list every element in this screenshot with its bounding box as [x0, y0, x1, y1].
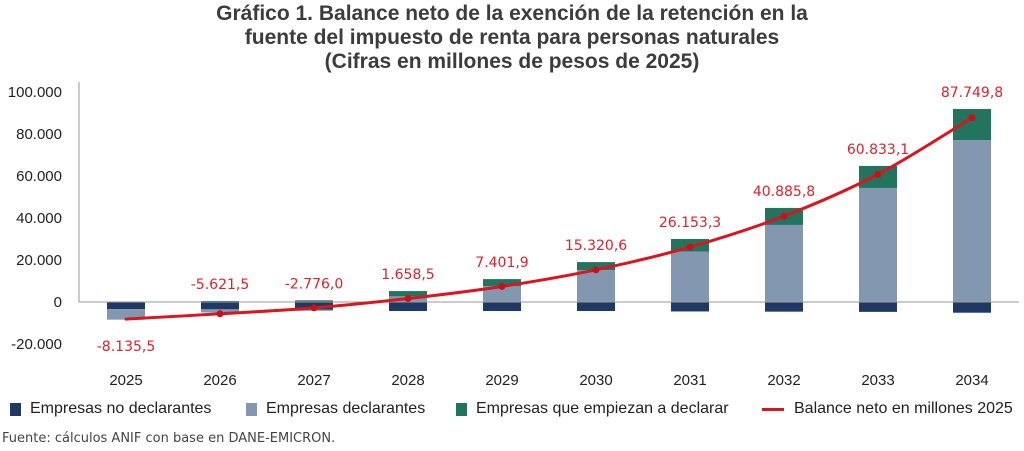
balance-point: [498, 282, 506, 290]
y-tick-label: 40.000: [16, 210, 62, 227]
chart-title-line-1: Gráfico 1. Balance neto de la exención d…: [216, 2, 808, 25]
data-label: -5.621,5: [191, 277, 250, 293]
bar-declarantes: [671, 251, 709, 302]
legend-item-no-declarantes: Empresas no declarantes: [10, 400, 211, 418]
bar-declarantes: [483, 286, 521, 302]
bar-no-declarantes: [765, 302, 803, 312]
legend: Empresas no declarantes Empresas declara…: [10, 400, 1024, 422]
data-label: -2.776,0: [285, 276, 344, 292]
bars-group: [107, 109, 991, 320]
legend-item-declarantes: Empresas declarantes: [246, 400, 425, 418]
chart-title: Gráfico 1. Balance neto de la exención d…: [0, 2, 1024, 74]
legend-swatch-green: [456, 402, 467, 416]
bar-empiezan-a-declarar: [201, 300, 239, 302]
bar-no-declarantes: [577, 302, 615, 312]
data-label: -8.135,5: [97, 339, 156, 355]
bar-no-declarantes: [201, 302, 239, 310]
x-tick-label: 2026: [203, 372, 236, 389]
bar-no-declarantes: [483, 302, 521, 312]
y-tick-label: -20.000: [11, 336, 62, 353]
y-tick-label: 60.000: [16, 168, 62, 185]
legend-swatch-lightblue: [246, 402, 257, 416]
balance-point: [216, 310, 224, 318]
legend-label: Empresas no declarantes: [30, 400, 212, 417]
legend-item-empiezan: Empresas que empiezan a declarar: [456, 400, 729, 418]
legend-label: Empresas declarantes: [266, 400, 426, 417]
x-tick-label: 2028: [391, 372, 424, 389]
chart-title-line-3: (Cifras en millones de pesos de 2025): [324, 50, 700, 73]
data-label: 7.401,9: [475, 255, 528, 271]
x-tick-label: 2032: [767, 372, 800, 389]
x-tick-label: 2031: [673, 372, 706, 389]
bar-declarantes: [107, 309, 145, 320]
balance-line-group: [124, 114, 976, 321]
bar-empiezan-a-declarar: [577, 262, 615, 271]
y-tick-label: 80.000: [16, 126, 62, 143]
source-note: Fuente: cálculos ANIF con base en DANE-E…: [2, 431, 336, 446]
balance-point: [310, 304, 318, 312]
data-label: 87.749,8: [941, 85, 1003, 101]
balance-line: [124, 116, 974, 321]
y-axis: -20.000 0 20.000 40.000 60.000 80.000 100.000: [8, 82, 80, 353]
x-axis: 2025 2026 2027 2028 2029 2030 2031 2032 2033 2034: [109, 372, 988, 389]
bar-no-declarantes: [389, 302, 427, 312]
bar-empiezan-a-declarar: [295, 300, 333, 302]
legend-label: Empresas que empiezan a declarar: [476, 400, 729, 417]
chart-title-line-2: fuente del impuesto de renta para person…: [244, 26, 780, 49]
bar-no-declarantes: [953, 302, 991, 313]
y-tick-label: 20.000: [16, 252, 62, 269]
data-label: 15.320,6: [565, 238, 627, 254]
x-tick-label: 2030: [579, 372, 612, 389]
legend-line-red: [762, 407, 784, 411]
balance-point: [592, 266, 600, 274]
legend-item-balance: Balance neto en millones 2025: [762, 400, 1013, 418]
y-tick-label: 100.000: [8, 84, 62, 101]
bar-declarantes: [577, 270, 615, 302]
balance-point: [874, 170, 882, 178]
balance-point: [780, 212, 788, 220]
balance-point: [404, 295, 412, 303]
stacked-bar-line-chart: -20.000020.00040.00060.00080.000100.000 …: [8, 82, 1019, 389]
y-tick-label: 0: [54, 294, 62, 311]
balance-point: [686, 243, 694, 251]
data-labels-group: -8.135,5 -5.621,5 -2.776,0 1.658,5 7.401,9 15…: [97, 85, 1003, 355]
bar-no-declarantes: [671, 302, 709, 312]
data-label: 26.153,3: [659, 215, 721, 231]
x-tick-label: 2025: [109, 372, 142, 389]
balance-point: [968, 114, 976, 122]
bar-no-declarantes: [107, 302, 145, 310]
bar-no-declarantes: [859, 302, 897, 312]
x-tick-label: 2033: [861, 372, 894, 389]
data-label: 1.658,5: [381, 267, 434, 283]
legend-label: Balance neto en millones 2025: [794, 400, 1013, 417]
x-tick-label: 2027: [297, 372, 330, 389]
data-label: 60.833,1: [847, 142, 909, 158]
bar-declarantes: [765, 224, 803, 302]
x-tick-label: 2029: [485, 372, 518, 389]
data-label: 40.885,8: [753, 184, 815, 200]
x-tick-label: 2034: [955, 372, 988, 389]
bar-empiezan-a-declarar: [389, 291, 427, 297]
bar-empiezan-a-declarar: [483, 279, 521, 287]
bar-declarantes: [953, 140, 991, 302]
legend-swatch-navy: [10, 402, 21, 416]
bar-declarantes: [859, 187, 897, 302]
